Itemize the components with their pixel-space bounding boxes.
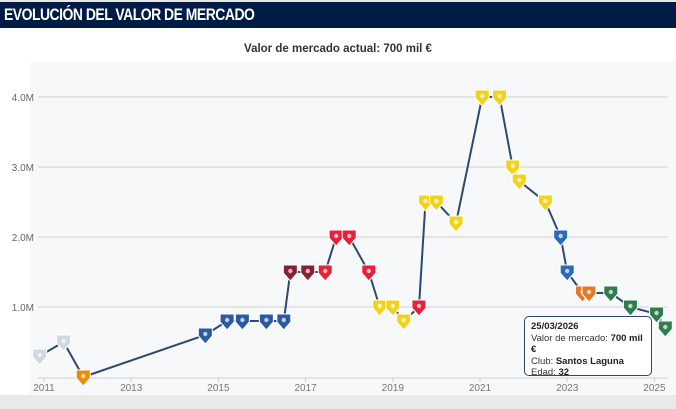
club-crest-marker[interactable]: [559, 264, 575, 282]
club-crest-marker[interactable]: [537, 194, 553, 212]
club-crest-marker[interactable]: [258, 313, 274, 331]
club-crest-marker[interactable]: [511, 173, 527, 191]
club-crest-marker[interactable]: [317, 264, 333, 282]
crest-emblem-icon: [479, 93, 485, 99]
crest-emblem-icon: [663, 324, 668, 330]
crest-emblem-icon: [423, 198, 428, 204]
crest-emblem-icon: [305, 268, 310, 274]
crest-emblem-icon: [81, 373, 86, 379]
scrollbar-track[interactable]: [0, 395, 676, 409]
crest-emblem-icon: [628, 303, 633, 309]
club-crest-marker[interactable]: [56, 334, 72, 352]
x-tick-label: 2013: [120, 383, 143, 394]
crest-emblem-icon: [347, 233, 352, 239]
y-tick-label: 3.0M: [12, 163, 34, 174]
tooltip-date: 25/03/2026: [531, 321, 579, 332]
club-crest-marker[interactable]: [622, 299, 638, 317]
crest-emblem-icon: [323, 268, 328, 274]
crest-emblem-icon: [654, 310, 659, 316]
crest-emblem-icon: [288, 268, 293, 274]
club-crest-marker[interactable]: [603, 285, 619, 303]
crest-emblem-icon: [240, 317, 245, 323]
club-crest-marker[interactable]: [657, 320, 673, 338]
x-tick-label: 2021: [469, 383, 492, 394]
tooltip-value-label: Valor de mercado:: [531, 332, 608, 344]
crest-emblem-icon: [586, 289, 592, 295]
crest-emblem-icon: [453, 219, 459, 225]
club-crest-marker[interactable]: [492, 89, 508, 107]
crest-emblem-icon: [434, 198, 439, 204]
club-crest-marker[interactable]: [474, 89, 490, 107]
x-tick-label: 2025: [643, 383, 666, 394]
club-crest-marker[interactable]: [32, 348, 48, 366]
tooltip-value: 700 mil €: [531, 332, 643, 356]
x-tick-label: 2011: [33, 383, 55, 394]
club-crest-marker[interactable]: [448, 215, 464, 233]
market-value-line: [39, 96, 667, 379]
club-crest-marker[interactable]: [411, 299, 427, 317]
crest-emblem-icon: [565, 268, 570, 274]
club-crest-marker[interactable]: [385, 299, 401, 317]
y-tick-label: 2.0M: [12, 233, 34, 244]
club-crest-marker[interactable]: [649, 306, 665, 324]
club-crest-marker[interactable]: [396, 313, 412, 331]
top-divider: [0, 0, 676, 2]
crest-emblem-icon: [37, 352, 42, 358]
crest-emblem-icon: [61, 338, 66, 344]
club-crest-marker[interactable]: [75, 369, 91, 387]
club-crest-marker[interactable]: [581, 285, 597, 303]
crest-emblem-icon: [416, 303, 422, 309]
club-crest-marker[interactable]: [219, 313, 235, 331]
crest-emblem-icon: [401, 317, 406, 323]
crest-emblem-icon: [390, 303, 395, 309]
x-tick-label: 2023: [556, 383, 579, 394]
y-tick-label: 1.0M: [12, 303, 34, 314]
club-crest-marker[interactable]: [553, 229, 569, 247]
crest-emblem-icon: [543, 198, 548, 204]
tooltip-club: Santos Laguna: [555, 355, 624, 367]
crest-emblem-icon: [366, 268, 372, 274]
crest-emblem-icon: [510, 163, 515, 169]
club-crest-marker[interactable]: [328, 229, 344, 247]
tooltip-age: 32: [558, 367, 570, 378]
crest-emblem-icon: [224, 317, 230, 323]
crest-emblem-icon: [264, 317, 269, 323]
crest-emblem-icon: [558, 233, 563, 239]
crest-emblem-icon: [377, 303, 382, 309]
tooltip-age-label: Edad:: [531, 367, 556, 378]
crest-emblem-icon: [333, 233, 339, 239]
club-crest-marker[interactable]: [372, 299, 388, 317]
crest-emblem-icon: [608, 289, 613, 295]
club-crest-marker[interactable]: [300, 264, 316, 282]
club-crest-marker[interactable]: [276, 313, 292, 331]
section-header: EVOLUCIÓN DEL VALOR DE MERCADO: [0, 2, 676, 28]
crest-emblem-icon: [497, 93, 502, 99]
crest-emblem-icon: [281, 317, 286, 323]
x-tick-label: 2017: [294, 383, 317, 394]
x-tick-label: 2019: [382, 383, 405, 394]
tooltip-club-label: Club:: [531, 355, 554, 367]
y-tick-label: 4.0M: [12, 93, 34, 104]
club-crest-marker[interactable]: [197, 327, 213, 345]
crest-emblem-icon: [517, 177, 522, 183]
section-title: EVOLUCIÓN DEL VALOR DE MERCADO: [4, 5, 255, 24]
club-crest-marker[interactable]: [234, 313, 250, 331]
club-crest-marker[interactable]: [361, 264, 377, 282]
x-tick-label: 2015: [207, 383, 230, 394]
club-crest-marker[interactable]: [282, 264, 298, 282]
current-market-value: Valor de mercado actual: 700 mil €: [244, 43, 432, 55]
crest-emblem-icon: [203, 331, 208, 337]
club-crest-marker[interactable]: [428, 194, 444, 212]
club-crest-marker[interactable]: [341, 229, 357, 247]
data-point-tooltip: 25/03/2026 Valor de mercado: 700 mil € C…: [524, 316, 652, 378]
